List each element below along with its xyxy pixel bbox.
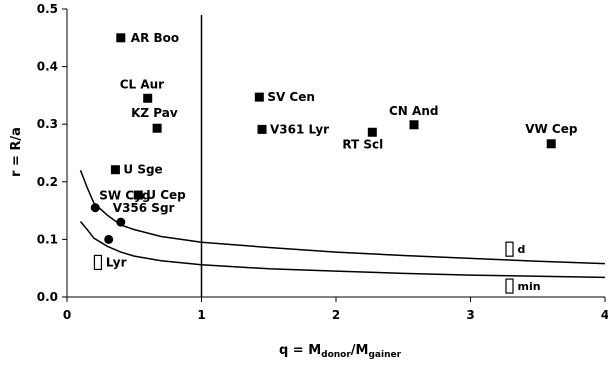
point-label: RT Scl [342,137,383,151]
point-label: U Sge [123,163,162,177]
point-circle [116,217,126,227]
point-label: KZ Pav [131,106,178,120]
point-square [409,120,419,130]
data-points: AR Boo CL Aur KZ Pav U Sge U Cep SV Cen V361 L… [90,31,578,271]
point-open-rect [93,254,103,271]
point-square [116,33,126,43]
plot-area: 0 1 2 3 4 0.0 0.1 0.2 0.3 0.4 0.5 d min AR Boo CL Au… [37,2,608,322]
axis-ticks: 0 1 2 3 4 0.0 0.1 0.2 0.3 0.4 0.5 [37,2,608,322]
x-tick-label: 4 [601,308,608,322]
curve-label-box-d [505,241,514,257]
point-label: Lyr [106,255,127,269]
point-square [110,165,120,175]
x-axis-label-sub1: donor [321,350,351,360]
point-label: V361 Lyr [270,122,329,136]
y-tick-label: 0.0 [37,290,58,304]
point-square [546,139,556,149]
point-square [133,190,143,200]
x-axis-label-mid: /M [351,343,369,358]
point-square [257,124,267,134]
curve-label-d: d [518,243,526,256]
curve-d [79,170,606,265]
x-tick-label: 1 [197,308,205,322]
point-circle [90,203,100,213]
point-square [143,93,153,103]
y-tick-label: 0.3 [37,117,58,131]
curve-min [79,221,606,279]
point-label: U Cep [146,188,186,202]
y-axis-label: r = R/a [9,127,24,177]
y-tick-label: 0.1 [37,232,58,246]
point-label: CL Aur [120,77,164,91]
point-label: SV Cen [267,90,315,104]
y-tick-label: 0.4 [37,60,58,74]
curve-label-min: min [518,280,541,293]
x-axis-label-sub2: gainer [368,350,401,360]
point-label: SW Cyg [99,189,150,203]
point-label: V356 Sgr [113,201,175,215]
x-tick-label: 0 [63,308,71,322]
y-tick-label: 0.5 [37,2,58,16]
point-square [254,92,264,102]
point-circle [104,234,114,244]
point-label: CN And [389,104,438,118]
point-square [152,123,162,133]
x-axis-label: q = Mdonor/Mgainer [279,343,402,360]
x-tick-label: 2 [332,308,340,322]
point-label: VW Cep [525,122,578,136]
x-tick-label: 3 [466,308,474,322]
point-square [367,127,377,137]
curve-label-box-min [505,278,514,294]
point-label: AR Boo [131,31,179,45]
y-tick-label: 0.2 [37,175,58,189]
x-axis-label-main: q = M [279,343,321,358]
